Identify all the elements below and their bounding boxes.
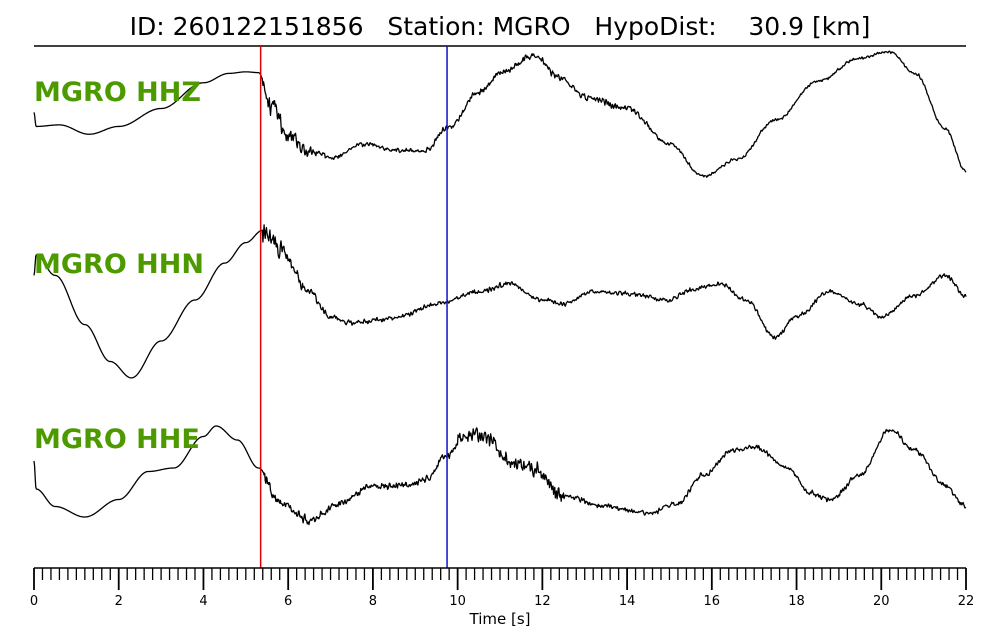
trace-mgro-hhz — [34, 51, 966, 177]
x-tick-label: 22 — [958, 594, 975, 609]
x-tick-label: 2 — [115, 594, 123, 609]
x-tick-label: 0 — [30, 594, 38, 609]
channel-labels-group: MGRO HHZ MGRO HHN MGRO HHE — [34, 77, 204, 455]
trace-mgro-hhn — [34, 225, 966, 378]
time-axis: 0 2 4 6 8 10 12 14 16 18 20 22 — [30, 568, 974, 609]
x-axis-label: Time [s] — [469, 610, 531, 628]
x-tick-label: 10 — [449, 594, 466, 609]
x-tick-label: 14 — [619, 594, 636, 609]
channel-label-mgro-hhz: MGRO HHZ — [34, 77, 201, 108]
x-tick-label: 4 — [199, 594, 207, 609]
x-tick-label: 16 — [704, 594, 721, 609]
x-tick-label: 8 — [369, 594, 377, 609]
channel-label-mgro-hhn: MGRO HHN — [34, 249, 204, 280]
x-tick-label: 12 — [534, 594, 551, 609]
x-tick-label: 18 — [788, 594, 805, 609]
x-tick-label: 6 — [284, 594, 292, 609]
x-tick-label: 20 — [873, 594, 890, 609]
figure-title: ID: 260122151856 Station: MGRO HypoDist:… — [130, 12, 871, 41]
channel-label-mgro-hhe: MGRO HHE — [34, 424, 200, 455]
picks-group — [261, 46, 447, 568]
